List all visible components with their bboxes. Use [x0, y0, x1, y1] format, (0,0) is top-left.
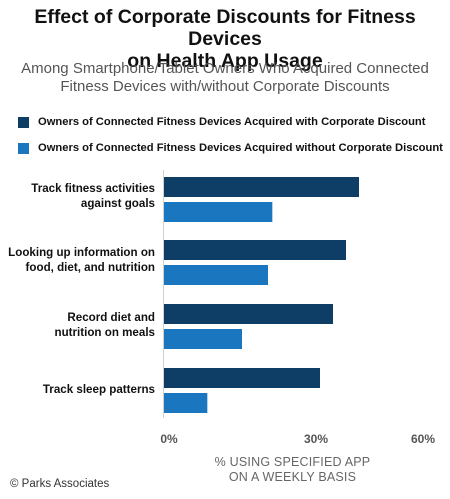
chart-title-line-1: Effect of Corporate Discounts for Fitnes…: [34, 6, 416, 50]
legend-label-with-discount: Owners of Connected Fitness Devices Acqu…: [38, 116, 426, 128]
copyright-footer: © Parks Associates: [10, 478, 110, 490]
category-label-food-info: Looking up information on food, diet, an…: [0, 245, 155, 275]
legend-label-without-discount: Owners of Connected Fitness Devices Acqu…: [38, 142, 443, 154]
x-tick-label: 60%: [410, 432, 436, 446]
category-label-line: Looking up information on: [8, 246, 155, 259]
chart-subtitle: Among Smartphone/Tablet Owners Who Acqui…: [0, 60, 450, 96]
x-axis-label-line-1: % USING SPECIFIED APP: [214, 455, 371, 469]
category-label-line: Track fitness activities: [31, 182, 155, 195]
category-label-sleep: Track sleep patterns: [0, 382, 155, 397]
bar-with-discount: [164, 177, 359, 197]
bar-with-discount: [164, 240, 346, 260]
x-tick-label: 30%: [303, 432, 329, 446]
bar-with-discount: [164, 304, 333, 324]
category-label-line: against goals: [80, 197, 155, 210]
bar-without-discount: [164, 202, 273, 222]
x-tick-label: 0%: [160, 432, 178, 446]
bar-with-discount: [164, 368, 320, 388]
legend-swatch-with-discount: [18, 116, 29, 128]
chart-subtitle-line-2: Fitness Devices with/without Corporate D…: [60, 78, 390, 95]
chart-title: Effect of Corporate Discounts for Fitnes…: [0, 6, 450, 72]
category-label-track-fitness: Track fitness activities against goals: [0, 181, 155, 211]
bar-without-discount: [164, 265, 268, 285]
category-label-line: Record diet and: [67, 311, 155, 324]
legend-item-with-discount: Owners of Connected Fitness Devices Acqu…: [18, 116, 426, 128]
chart-subtitle-line-1: Among Smartphone/Tablet Owners Who Acqui…: [21, 60, 429, 77]
x-axis-label: % USING SPECIFIED APP ON A WEEKLY BASIS: [160, 455, 425, 485]
bar-without-discount: [164, 329, 242, 349]
category-label-record-diet: Record diet and nutrition on meals: [0, 310, 155, 340]
x-axis-label-line-2: ON A WEEKLY BASIS: [228, 470, 357, 484]
bar-without-discount: [164, 393, 208, 413]
category-label-line: Track sleep patterns: [42, 383, 155, 396]
category-label-line: nutrition on meals: [54, 326, 155, 339]
category-label-line: food, diet, and nutrition: [25, 261, 155, 274]
chart-title-line-2: on Health App Usage: [127, 50, 323, 72]
legend-swatch-without-discount: [18, 142, 29, 154]
bar-group: [164, 177, 359, 413]
legend-item-without-discount: Owners of Connected Fitness Devices Acqu…: [18, 142, 443, 154]
